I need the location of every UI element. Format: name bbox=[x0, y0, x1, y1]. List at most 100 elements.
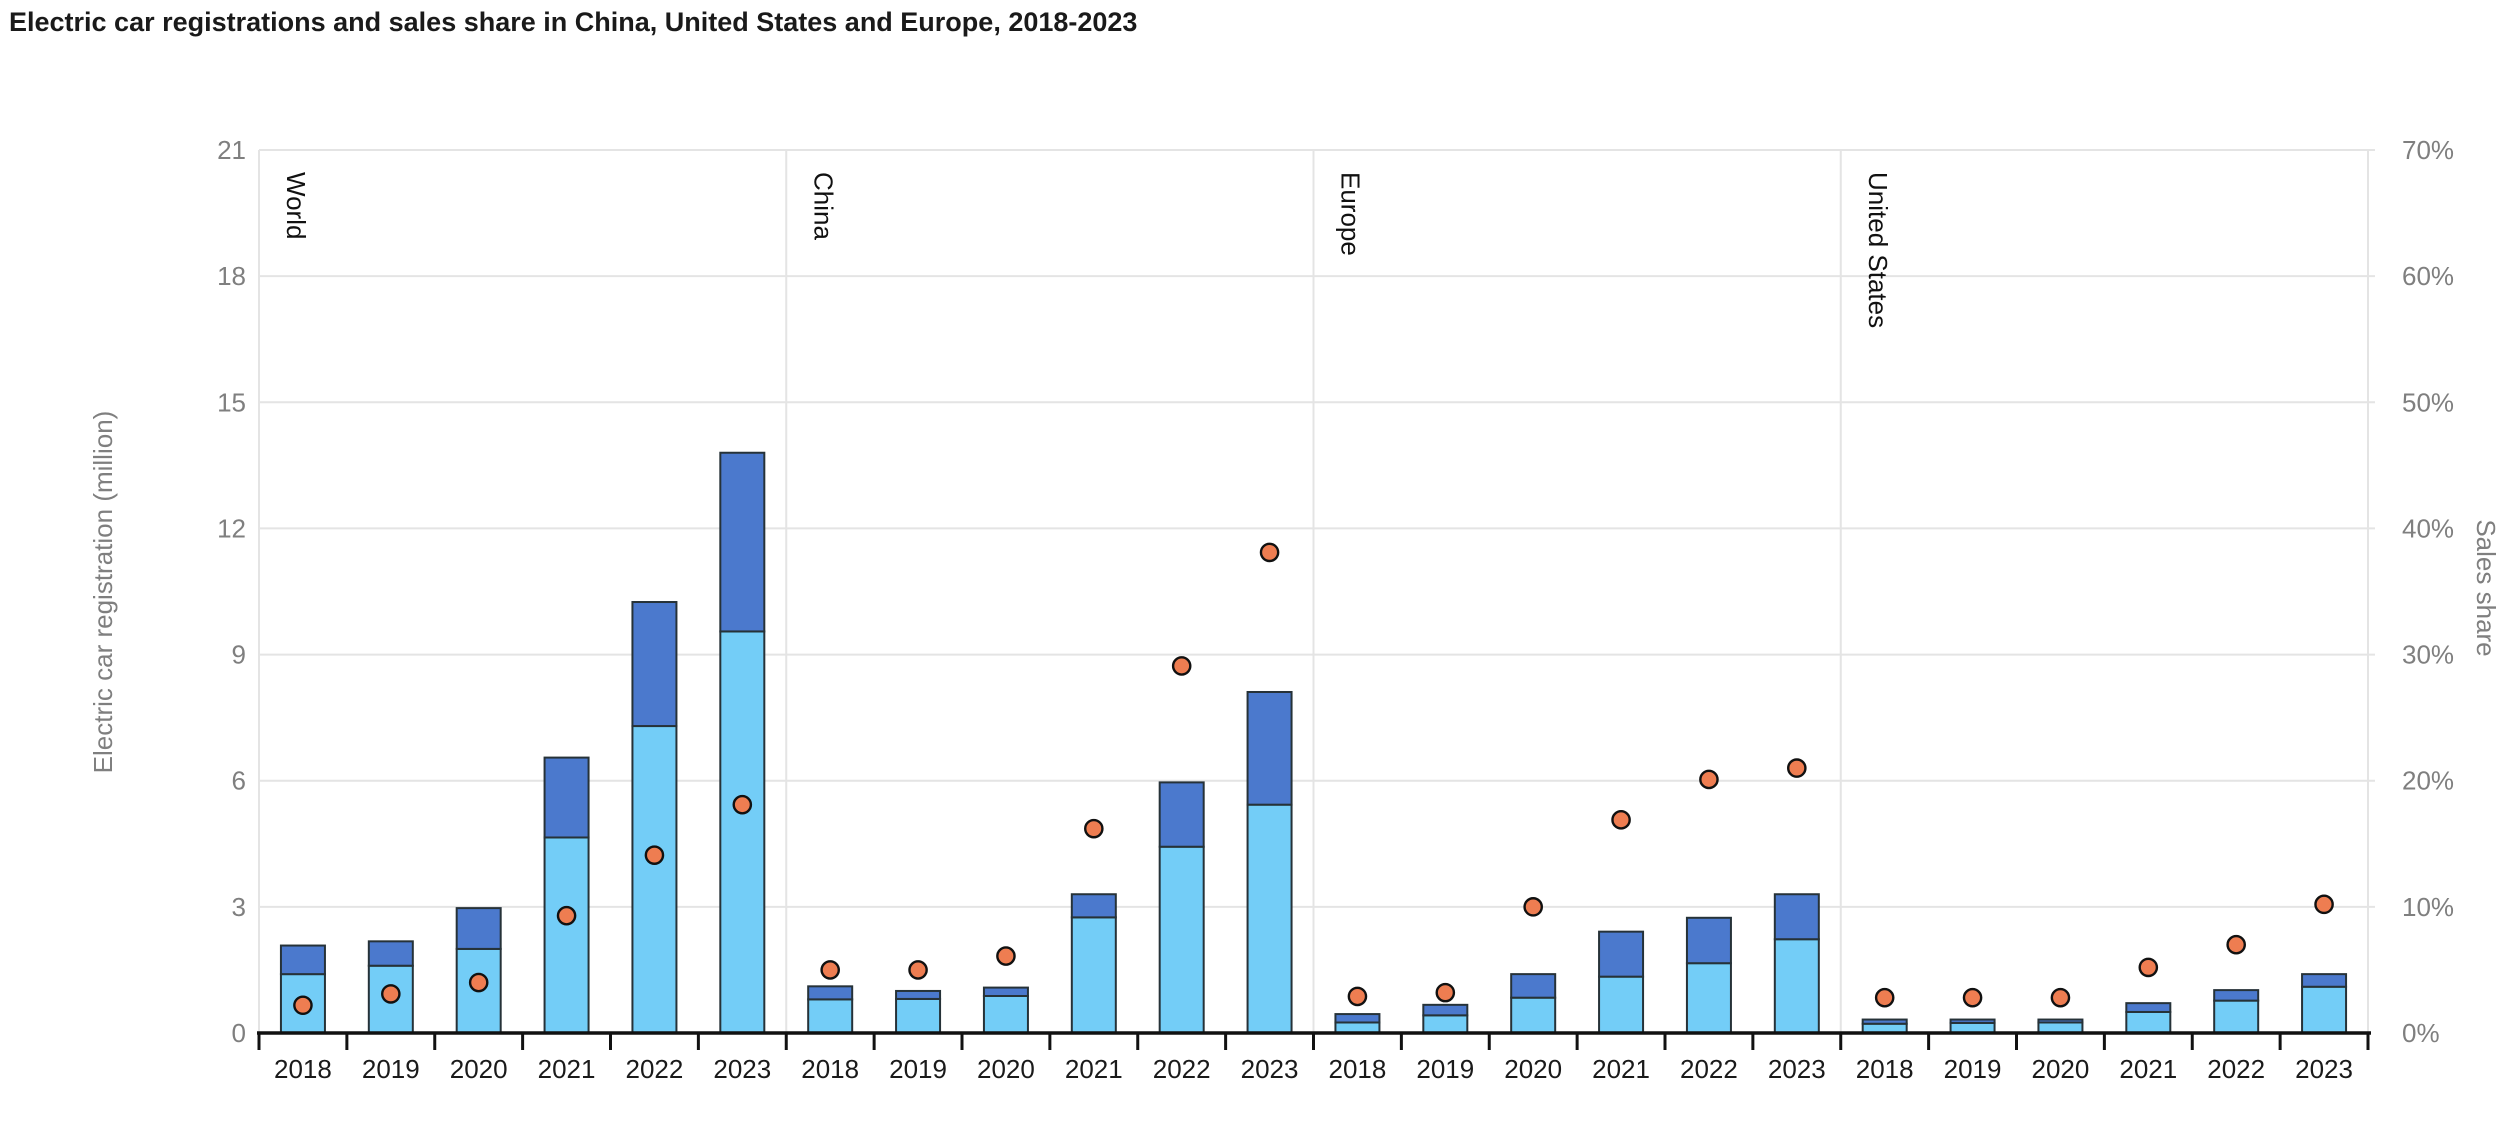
share-dot bbox=[556, 905, 577, 926]
year-label: 2019 bbox=[1944, 1054, 2002, 1084]
right-tick-label: 70% bbox=[2402, 135, 2454, 165]
bar-bev bbox=[1510, 996, 1557, 1034]
bar-bev bbox=[1422, 1014, 1469, 1035]
share-dot bbox=[908, 960, 928, 980]
bar-phev bbox=[1246, 690, 1293, 806]
left-tick-label: 3 bbox=[232, 892, 246, 922]
year-label: 2022 bbox=[626, 1054, 684, 1084]
left-tick-label: 9 bbox=[232, 640, 246, 670]
share-dot bbox=[1171, 656, 1192, 676]
year-label: 2018 bbox=[801, 1054, 859, 1084]
share-dot bbox=[1787, 758, 1807, 778]
year-label: 2023 bbox=[1768, 1054, 1826, 1084]
year-label: 2021 bbox=[1592, 1054, 1650, 1084]
bar-phev bbox=[1598, 930, 1645, 978]
right-tick-label: 50% bbox=[2402, 387, 2454, 417]
share-dot bbox=[1962, 987, 1983, 1008]
bar-bev bbox=[1158, 845, 1205, 1035]
bars-layer bbox=[279, 451, 2348, 1035]
bar-phev bbox=[1510, 973, 1557, 999]
bar-phev bbox=[2213, 989, 2260, 1002]
year-label: 2019 bbox=[889, 1054, 947, 1084]
left-tick-label: 15 bbox=[217, 387, 246, 417]
bar-phev bbox=[631, 601, 678, 728]
bar-phev bbox=[719, 451, 766, 633]
year-label: 2021 bbox=[538, 1054, 596, 1084]
bar-bev bbox=[543, 836, 590, 1034]
share-dot bbox=[2050, 987, 2071, 1008]
bar-bev bbox=[1246, 803, 1293, 1035]
share-dot bbox=[2314, 894, 2334, 915]
bar-bev bbox=[631, 725, 678, 1034]
grid-layer bbox=[258, 149, 2375, 1033]
bar-phev bbox=[455, 907, 502, 950]
bar-phev bbox=[1949, 1018, 1996, 1024]
left-tick-label: 0 bbox=[232, 1018, 246, 1048]
bar-bev bbox=[1773, 938, 1820, 1035]
share-dot bbox=[293, 995, 313, 1016]
bar-phev bbox=[1773, 893, 1820, 941]
bar-phev bbox=[895, 989, 942, 1000]
bar-bev bbox=[2125, 1010, 2172, 1035]
left-tick-label: 12 bbox=[217, 513, 246, 543]
bar-phev bbox=[367, 940, 414, 967]
bar-phev bbox=[982, 986, 1029, 997]
right-tick-label: 10% bbox=[2402, 892, 2454, 922]
share-dot bbox=[2226, 934, 2246, 955]
share-dot bbox=[644, 845, 665, 865]
share-dot bbox=[1523, 897, 1543, 917]
bar-phev bbox=[279, 944, 326, 976]
share-dot bbox=[820, 960, 840, 980]
year-label: 2023 bbox=[713, 1054, 771, 1084]
bar-phev bbox=[1070, 893, 1117, 919]
bar-bev bbox=[2213, 999, 2260, 1035]
bar-phev bbox=[1422, 1003, 1469, 1017]
year-label: 2019 bbox=[362, 1054, 420, 1084]
share-dot bbox=[1347, 986, 1368, 1007]
year-label: 2018 bbox=[1329, 1054, 1387, 1084]
bar-phev bbox=[1861, 1018, 1908, 1025]
group-label-europe: Europe bbox=[1336, 172, 1366, 256]
left-tick-label: 18 bbox=[217, 261, 246, 291]
year-label: 2022 bbox=[1153, 1054, 1211, 1084]
year-label: 2022 bbox=[2207, 1054, 2265, 1084]
left-tick-label: 6 bbox=[232, 766, 246, 796]
share-dot bbox=[1699, 769, 1719, 790]
year-label: 2023 bbox=[2295, 1054, 2353, 1084]
year-label: 2022 bbox=[1680, 1054, 1738, 1084]
share-dot bbox=[468, 972, 489, 993]
group-label-world: World bbox=[281, 172, 311, 239]
year-label: 2020 bbox=[2032, 1054, 2090, 1084]
bar-phev bbox=[1685, 916, 1732, 965]
bar-bev bbox=[1598, 975, 1645, 1034]
right-tick-label: 0% bbox=[2402, 1018, 2440, 1048]
share-dot bbox=[1874, 987, 1895, 1008]
share-dot bbox=[381, 984, 401, 1004]
share-dot bbox=[1259, 542, 1280, 563]
share-dot bbox=[2138, 957, 2159, 978]
year-label: 2018 bbox=[1856, 1054, 1914, 1084]
bar-bev bbox=[2301, 985, 2348, 1034]
share-dot bbox=[1435, 982, 1456, 1003]
chart-title: Electric car registrations and sales sha… bbox=[9, 7, 1137, 37]
year-label: 2020 bbox=[1504, 1054, 1562, 1084]
year-label: 2018 bbox=[274, 1054, 332, 1084]
share-dot bbox=[1084, 818, 1104, 839]
year-label: 2020 bbox=[450, 1054, 508, 1084]
share-dot bbox=[1611, 810, 1631, 830]
bar-bev bbox=[982, 994, 1029, 1035]
group-label-united-states: United States bbox=[1863, 172, 1893, 328]
share-dot bbox=[996, 946, 1016, 966]
right-tick-label: 40% bbox=[2402, 513, 2454, 543]
bar-bev bbox=[1685, 962, 1732, 1034]
bar-phev bbox=[807, 985, 854, 1001]
bar-phev bbox=[543, 756, 590, 839]
year-label: 2021 bbox=[2119, 1054, 2177, 1084]
left-tick-label: 21 bbox=[217, 135, 246, 165]
year-label: 2023 bbox=[1241, 1054, 1299, 1084]
bar-phev bbox=[1334, 1013, 1381, 1024]
bar-bev bbox=[719, 630, 766, 1034]
right-tick-label: 60% bbox=[2402, 261, 2454, 291]
